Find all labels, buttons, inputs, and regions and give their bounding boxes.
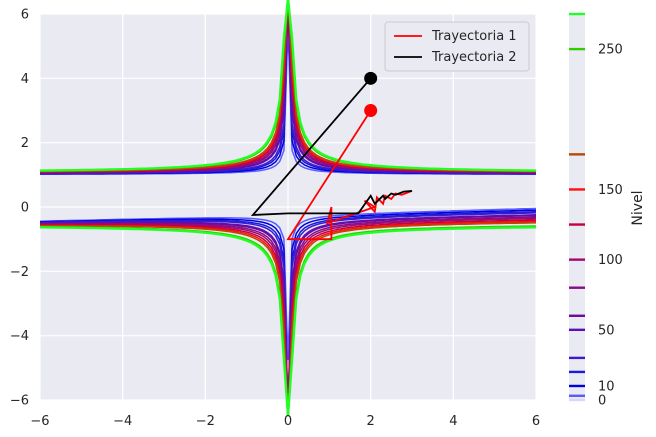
colorbar-tick-label: 50 bbox=[598, 323, 615, 338]
x-tick-label: −4 bbox=[113, 414, 132, 429]
trajectory-1 bbox=[286, 110, 413, 241]
y-tick-label: 0 bbox=[21, 201, 29, 216]
contour-line-lower bbox=[40, 226, 536, 417]
x-tick-label: 2 bbox=[367, 414, 375, 429]
trajectories bbox=[250, 71, 413, 241]
x-tick-label: 6 bbox=[532, 414, 540, 429]
colorbar-tick-label: 150 bbox=[598, 183, 623, 198]
y-tick-label: 6 bbox=[21, 8, 29, 23]
x-axis-ticks: −6 −4 −2 0 2 4 6 bbox=[30, 414, 540, 429]
colorbar-tick-label: 100 bbox=[598, 253, 623, 268]
y-tick-label: −4 bbox=[10, 329, 29, 344]
legend-box bbox=[384, 21, 530, 72]
x-tick-label: 0 bbox=[284, 414, 292, 429]
colorbar: 010 50 100 150 250 bbox=[569, 12, 623, 409]
legend-label-trayectoria-1: Trayectoria 1 bbox=[431, 29, 517, 44]
colorbar-label: Nivel bbox=[630, 190, 646, 225]
x-tick-label: −2 bbox=[196, 414, 215, 429]
contour-line-lower bbox=[39, 207, 537, 360]
colorbar-tick-label: 250 bbox=[598, 43, 623, 58]
y-tick-label: −6 bbox=[10, 394, 29, 409]
y-axis-ticks: −6 −4 −2 0 2 4 6 bbox=[10, 8, 29, 409]
trajectory-2 bbox=[250, 77, 413, 216]
start-point-1 bbox=[364, 104, 378, 117]
colorbar-body bbox=[569, 14, 585, 400]
contour-line-upper bbox=[40, 0, 536, 172]
contour-lines bbox=[39, 0, 537, 417]
x-tick-label: 4 bbox=[449, 414, 457, 429]
start-point-2 bbox=[364, 71, 378, 85]
x-tick-label: −6 bbox=[30, 414, 49, 429]
legend-label-trayectoria-2: Trayectoria 2 bbox=[431, 50, 517, 65]
colorbar-tick-label: 0 bbox=[598, 394, 606, 409]
legend: Trayectoria 1 Trayectoria 2 bbox=[384, 21, 530, 72]
y-tick-label: −2 bbox=[10, 265, 29, 280]
colorbar-tick-label: 10 bbox=[598, 379, 615, 394]
y-tick-label: 2 bbox=[21, 136, 29, 151]
y-tick-label: 4 bbox=[21, 72, 29, 87]
